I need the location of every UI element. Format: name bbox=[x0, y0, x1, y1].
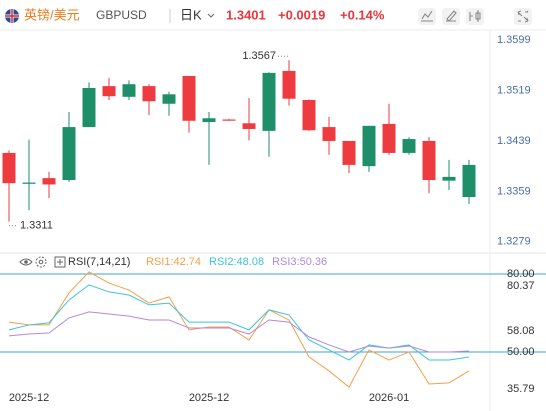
candle-body bbox=[342, 140, 356, 165]
candle-body bbox=[2, 152, 16, 184]
y-tick-label: 35.79 bbox=[507, 383, 535, 395]
tool-button[interactable] bbox=[442, 8, 460, 25]
x-tick-label: 2026-01 bbox=[369, 392, 409, 404]
annotation: 1.3567 bbox=[242, 50, 276, 62]
candle-body bbox=[222, 119, 236, 121]
fullscreen-icon bbox=[517, 10, 529, 23]
price: 1.3401 bbox=[226, 7, 266, 22]
y-tick-label: 1.3279 bbox=[497, 236, 531, 248]
x-tick-label: 2025-12 bbox=[9, 392, 49, 404]
candle-body bbox=[102, 86, 116, 97]
rsi-line bbox=[8, 284, 470, 361]
eye-icon[interactable] bbox=[19, 258, 33, 266]
candle-body bbox=[82, 87, 96, 128]
rsi-line bbox=[8, 311, 470, 353]
candle-body bbox=[202, 118, 216, 123]
candle-body bbox=[442, 176, 456, 181]
legend-entry: RSI2:48.08 bbox=[209, 256, 264, 268]
candle-body bbox=[42, 178, 56, 185]
candle-body bbox=[302, 99, 316, 131]
pair-name: 英镑/美元 bbox=[24, 7, 80, 22]
period[interactable]: 日K bbox=[180, 7, 202, 22]
candle-tool-icon bbox=[469, 10, 481, 22]
change: +0.0019 bbox=[278, 7, 325, 22]
tool-button[interactable] bbox=[466, 8, 484, 25]
y-tick-label: 1.3359 bbox=[497, 185, 531, 197]
tool-button[interactable] bbox=[514, 8, 532, 25]
candle-body bbox=[262, 72, 276, 131]
candle-body bbox=[422, 140, 436, 181]
candle-body bbox=[62, 127, 76, 181]
annotation: 1.3311 bbox=[20, 220, 53, 232]
eye-pupil bbox=[24, 260, 28, 264]
symbol: GBPUSD bbox=[96, 8, 147, 22]
candle-body bbox=[182, 76, 196, 121]
candle-body bbox=[22, 182, 36, 184]
candle-body bbox=[382, 123, 396, 153]
candle-body bbox=[122, 84, 136, 97]
legend-entry: RSI3:50.36 bbox=[272, 256, 327, 268]
candle-body bbox=[142, 86, 156, 102]
settings-icon[interactable] bbox=[35, 256, 47, 268]
expand-plus bbox=[57, 259, 63, 265]
candle-body bbox=[462, 164, 476, 198]
y-tick-label: 80.37 bbox=[507, 280, 535, 292]
candle-body bbox=[402, 139, 416, 153]
candle-body bbox=[282, 70, 296, 99]
y-tick-label: 58.08 bbox=[507, 325, 535, 337]
expand-icon[interactable] bbox=[54, 256, 66, 268]
line-tool-icon bbox=[421, 10, 433, 22]
dropdown-arrow[interactable] bbox=[207, 13, 215, 18]
y-tick-label: 1.3519 bbox=[497, 84, 531, 96]
candle-body bbox=[362, 125, 376, 167]
flag-icon bbox=[5, 9, 19, 23]
y-tick-label: 1.3599 bbox=[497, 34, 531, 46]
rsi-line bbox=[8, 271, 470, 388]
indicator-name: RSI(7,14,21) bbox=[68, 256, 130, 268]
candle-body bbox=[242, 123, 256, 129]
legend-entry: RSI1:42.74 bbox=[146, 256, 201, 268]
candle-body bbox=[322, 127, 336, 141]
y-tick-label: 80.00 bbox=[507, 268, 535, 280]
settings-hub bbox=[38, 259, 44, 265]
y-tick-label: 50.00 bbox=[507, 346, 535, 358]
draw-tool-icon bbox=[446, 10, 457, 22]
candle-body bbox=[162, 94, 176, 104]
y-tick-label: 1.3439 bbox=[497, 135, 531, 147]
change-pct: +0.14% bbox=[340, 7, 385, 22]
x-tick-label: 2025-12 bbox=[189, 392, 229, 404]
